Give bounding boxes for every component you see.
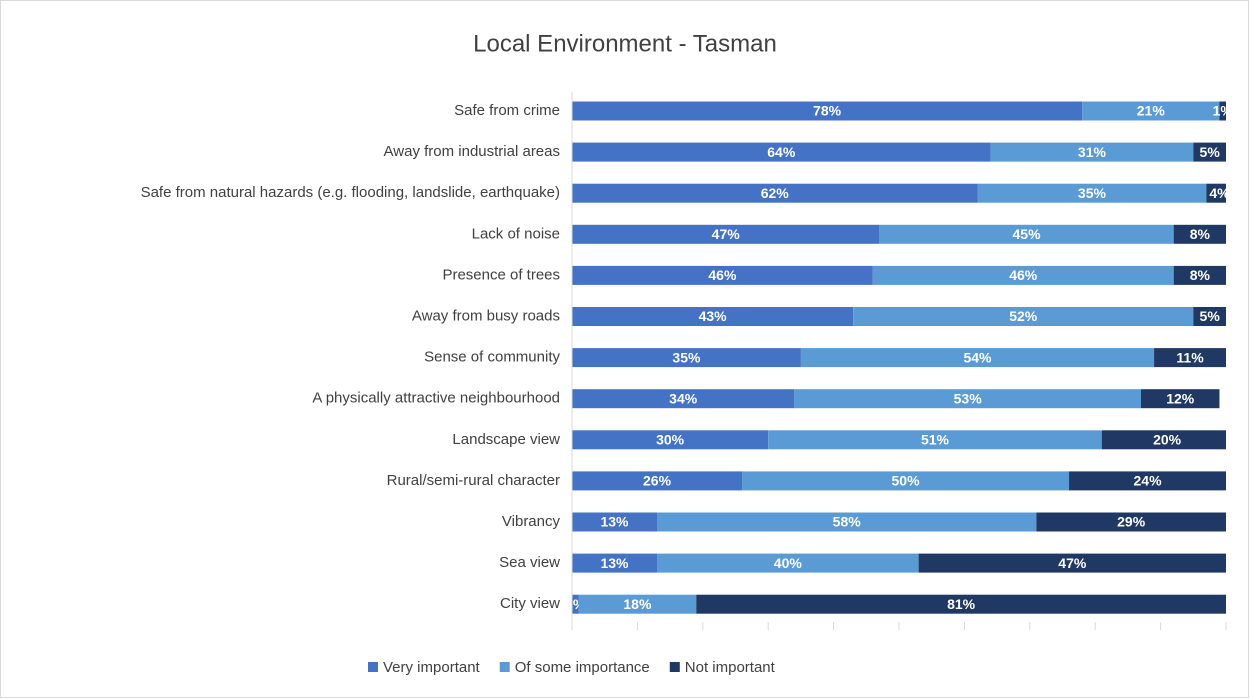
bar-segment [1036,512,1226,532]
data-label: 5% [1200,308,1221,324]
bar-segment [879,224,1174,244]
plot-area: 78% 21% 1% 64% 31% 5% 62% 35% 4% 47% 45% 8% 46% 46% 8%… [572,101,1234,614]
bar-segment [1219,101,1226,121]
chart-title: Local Environment - Tasman [473,30,777,57]
bar-segment [572,101,1083,121]
bar-segment [1140,389,1220,409]
bar-segment [657,512,1037,532]
legend-label: Very important [383,659,481,676]
category-label: A physically attractive neighbourhood [312,390,560,407]
bar-segment [572,183,978,203]
legend-swatch [669,662,680,672]
bar-segment [768,430,1102,450]
bar-segment [696,594,1226,614]
bar-segment [572,307,854,326]
data-label: 40% [774,555,803,571]
bar-segment [990,142,1194,162]
data-label: 62% [761,185,790,201]
bar-segment [1193,142,1226,162]
legend-swatch [368,662,378,672]
bar-segment [918,553,1226,573]
bar-segment [1069,471,1226,491]
bar-segment [572,265,873,285]
data-label: 4% [1209,185,1230,201]
data-label: 35% [672,349,701,365]
data-label: 35% [1078,185,1107,201]
data-label: 47% [712,226,741,242]
data-label: 52% [1009,308,1038,324]
data-label: 46% [708,267,737,283]
bar-segment [572,430,769,450]
data-label: 58% [833,514,862,530]
bar-segment [742,471,1070,491]
bar-segment [572,594,579,614]
data-label: 53% [954,390,983,406]
data-label: 5% [1200,144,1221,160]
bar-segment [1101,430,1226,450]
bar-segment [572,348,801,368]
bar-segment [977,183,1207,203]
data-label: 34% [669,390,698,406]
bar-segment [572,224,880,244]
data-label: 51% [921,432,950,448]
legend-swatch [499,662,510,672]
category-label: Landscape view [452,431,560,448]
data-label: 8% [1190,267,1211,283]
bar-segment [1193,307,1226,326]
data-label: 47% [1058,555,1087,571]
data-label: 12% [1166,390,1195,406]
data-label: 24% [1134,473,1163,489]
bar-segment [657,553,919,573]
data-label: 13% [600,555,629,571]
category-label: Safe from crime [454,102,560,119]
bar-segment [794,389,1141,409]
bar-segment [1173,265,1226,285]
category-label: Away from busy roads [412,307,560,324]
bar-segment [572,389,795,409]
bar-segment [872,265,1174,285]
category-label: Safe from natural hazards (e.g. flooding… [141,184,560,201]
data-label: 18% [623,596,652,612]
data-label: 20% [1153,432,1182,448]
category-label: Vibrancy [502,513,561,530]
data-label: 13% [600,514,629,530]
category-label: Sea view [499,554,560,571]
legend-label: Of some importance [515,659,650,676]
legend-label: Not important [685,659,776,676]
bar-segment [572,553,658,573]
bar-segment [1154,348,1226,368]
category-label: Presence of trees [442,266,560,283]
data-label: 29% [1117,514,1146,530]
data-label: 11% [1176,349,1204,365]
category-label: Away from industrial areas [384,143,560,160]
category-label: Rural/semi-rural character [387,472,560,489]
data-label: 30% [656,432,685,448]
data-label: 26% [643,473,672,489]
data-label: 54% [963,349,992,365]
data-label: 8% [1190,226,1211,242]
bar-segment [578,594,697,614]
data-label: 78% [813,103,842,119]
data-label: 50% [892,473,921,489]
data-label: 1% [1213,103,1234,119]
category-label: Lack of noise [472,225,560,242]
bar-segment [800,348,1155,368]
bar-segment [1206,183,1226,203]
data-label: 21% [1137,103,1166,119]
bar-segment [572,142,991,162]
data-label: 64% [767,144,796,160]
category-label: City view [500,595,560,612]
bar-segment [572,512,658,532]
category-label: Sense of community [424,349,560,366]
data-label: 46% [1009,267,1038,283]
bar-segment [572,471,743,491]
bar-segment [1173,224,1226,244]
bar-segment [853,307,1194,326]
bar-segment [1082,101,1220,121]
data-label: 43% [699,308,728,324]
data-label: 31% [1078,144,1107,160]
data-label: 45% [1013,226,1042,242]
data-label: 81% [947,596,976,612]
